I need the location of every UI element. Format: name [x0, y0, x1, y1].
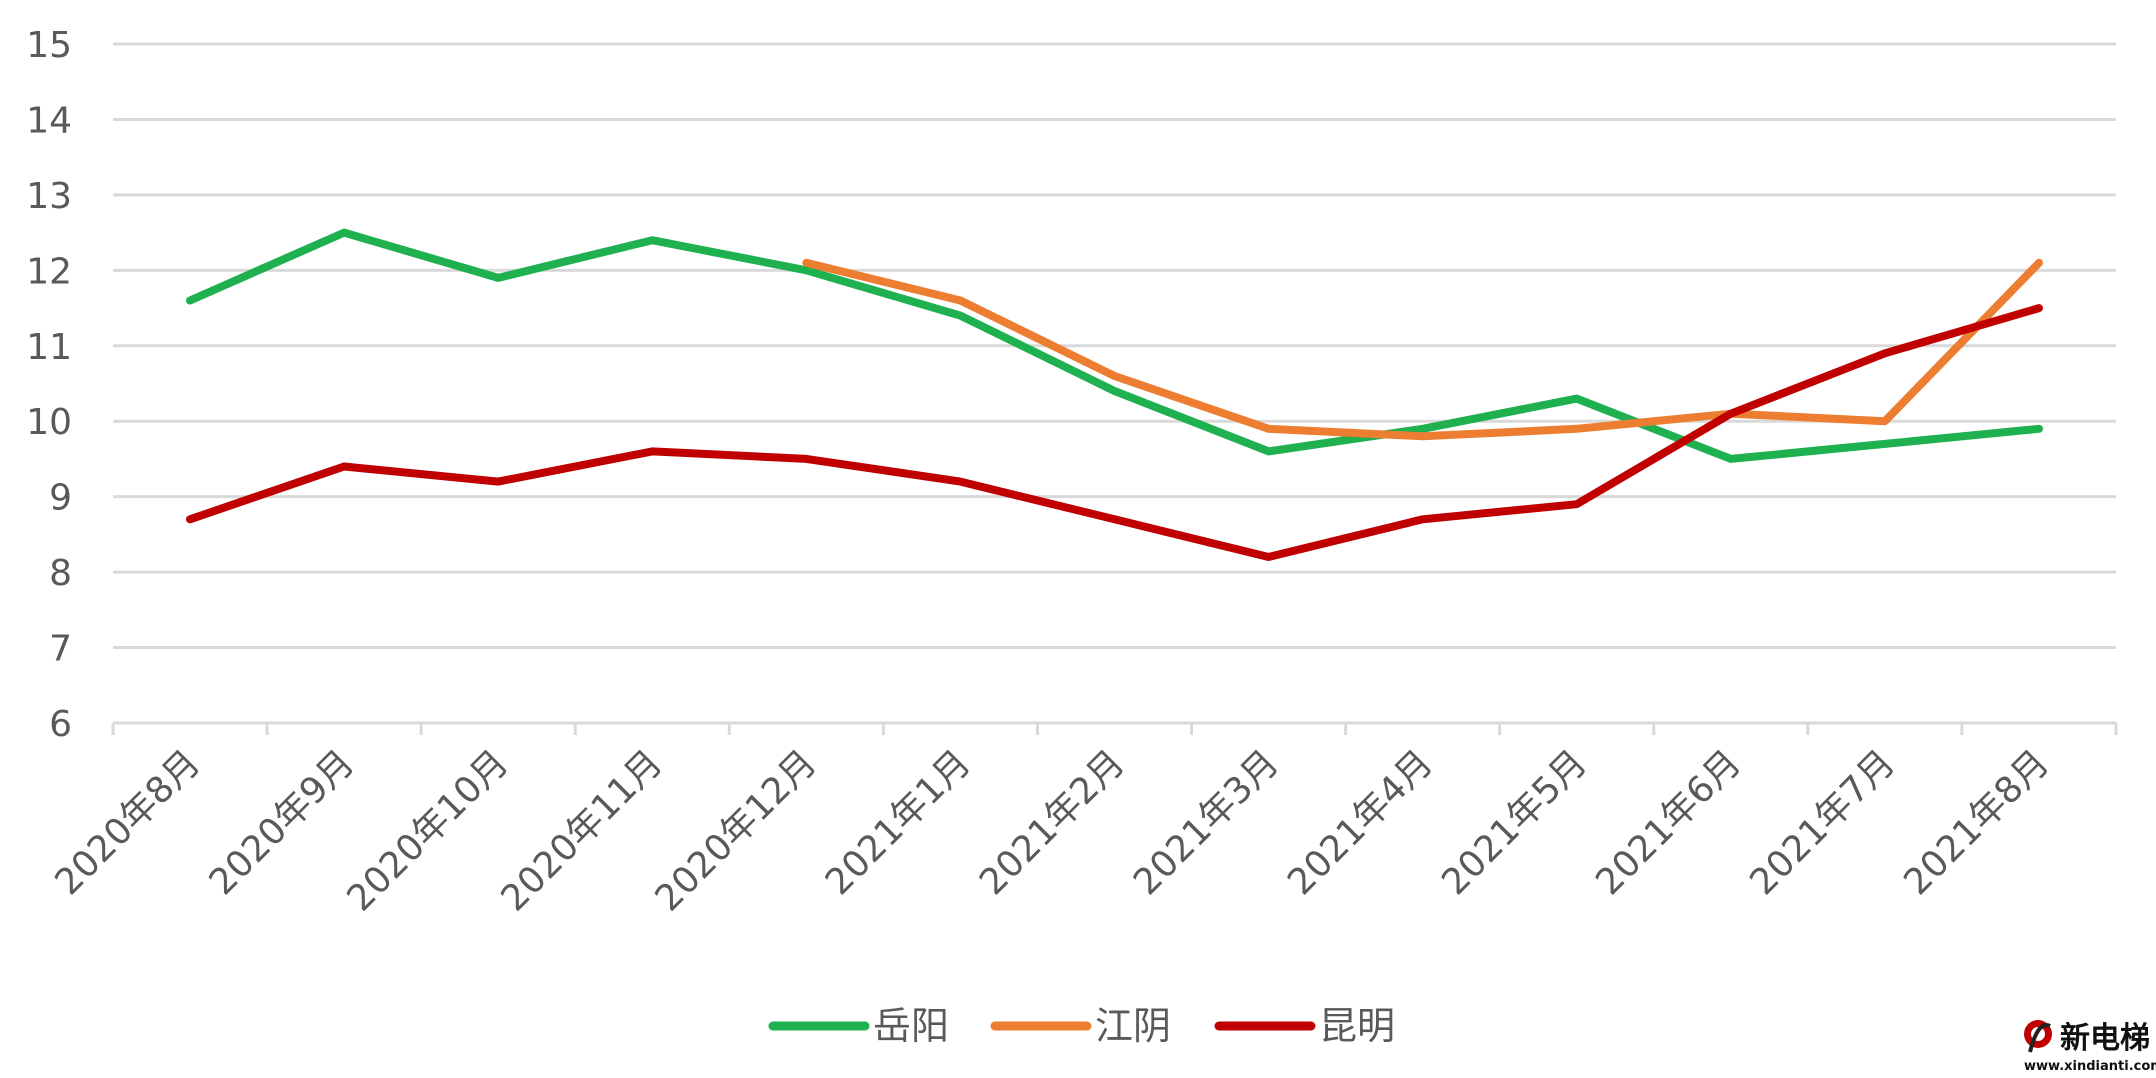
series-line-岳阳: [186, 228, 2043, 463]
x-tick-label: 2021年6月: [1588, 742, 1749, 903]
y-tick-label: 15: [26, 25, 72, 66]
y-tick-label: 8: [49, 553, 72, 594]
x-tick-label: 2020年10月: [339, 742, 516, 919]
y-tick-label: 10: [26, 402, 72, 443]
x-axis: 2020年8月2020年9月2020年10月2020年11月2020年12月20…: [48, 721, 2118, 919]
watermark-name: 新电梯: [2060, 1021, 2150, 1056]
legend: 岳阳 江阴 昆明: [768, 1004, 1395, 1048]
x-tick-label: 2021年3月: [1126, 742, 1287, 903]
x-tick-label: 2021年8月: [1896, 742, 2057, 903]
x-tick-label: 2021年4月: [1280, 742, 1441, 903]
legend-label: 岳阳: [873, 1004, 949, 1048]
y-tick-label: 12: [26, 251, 72, 292]
x-tick-label: 2021年7月: [1742, 742, 1903, 903]
y-tick-label: 9: [49, 478, 72, 519]
x-tick-label: 2020年9月: [202, 742, 363, 903]
series-line-昆明: [186, 304, 2043, 561]
y-tick-label: 13: [26, 176, 72, 217]
legend-label: 昆明: [1319, 1004, 1395, 1048]
series-lines: [186, 228, 2043, 561]
y-axis-ticks: 6 7 8 9 10 11 12 13 14 15: [26, 25, 72, 745]
y-tick-label: 6: [49, 704, 72, 745]
series-line-江阴: [802, 258, 2043, 441]
x-tick-label: 2021年5月: [1434, 742, 1595, 903]
y-tick-label: 7: [49, 629, 72, 670]
y-tick-label: 14: [26, 100, 72, 141]
legend-label: 江阴: [1095, 1004, 1171, 1048]
x-tick-label: 2020年8月: [48, 742, 209, 903]
watermark-logo-icon: [2024, 1020, 2052, 1053]
x-tick-label: 2021年2月: [972, 742, 1133, 903]
x-tick-label: 2020年11月: [494, 742, 671, 919]
watermark: 新电梯 www.xindianti.com: [2024, 1020, 2156, 1074]
y-tick-label: 11: [26, 327, 72, 368]
x-tick-label: 2021年1月: [818, 742, 979, 903]
gridlines: [113, 42, 2116, 650]
x-tick-label: 2020年12月: [648, 742, 825, 919]
watermark-url: www.xindianti.com: [2024, 1059, 2156, 1074]
